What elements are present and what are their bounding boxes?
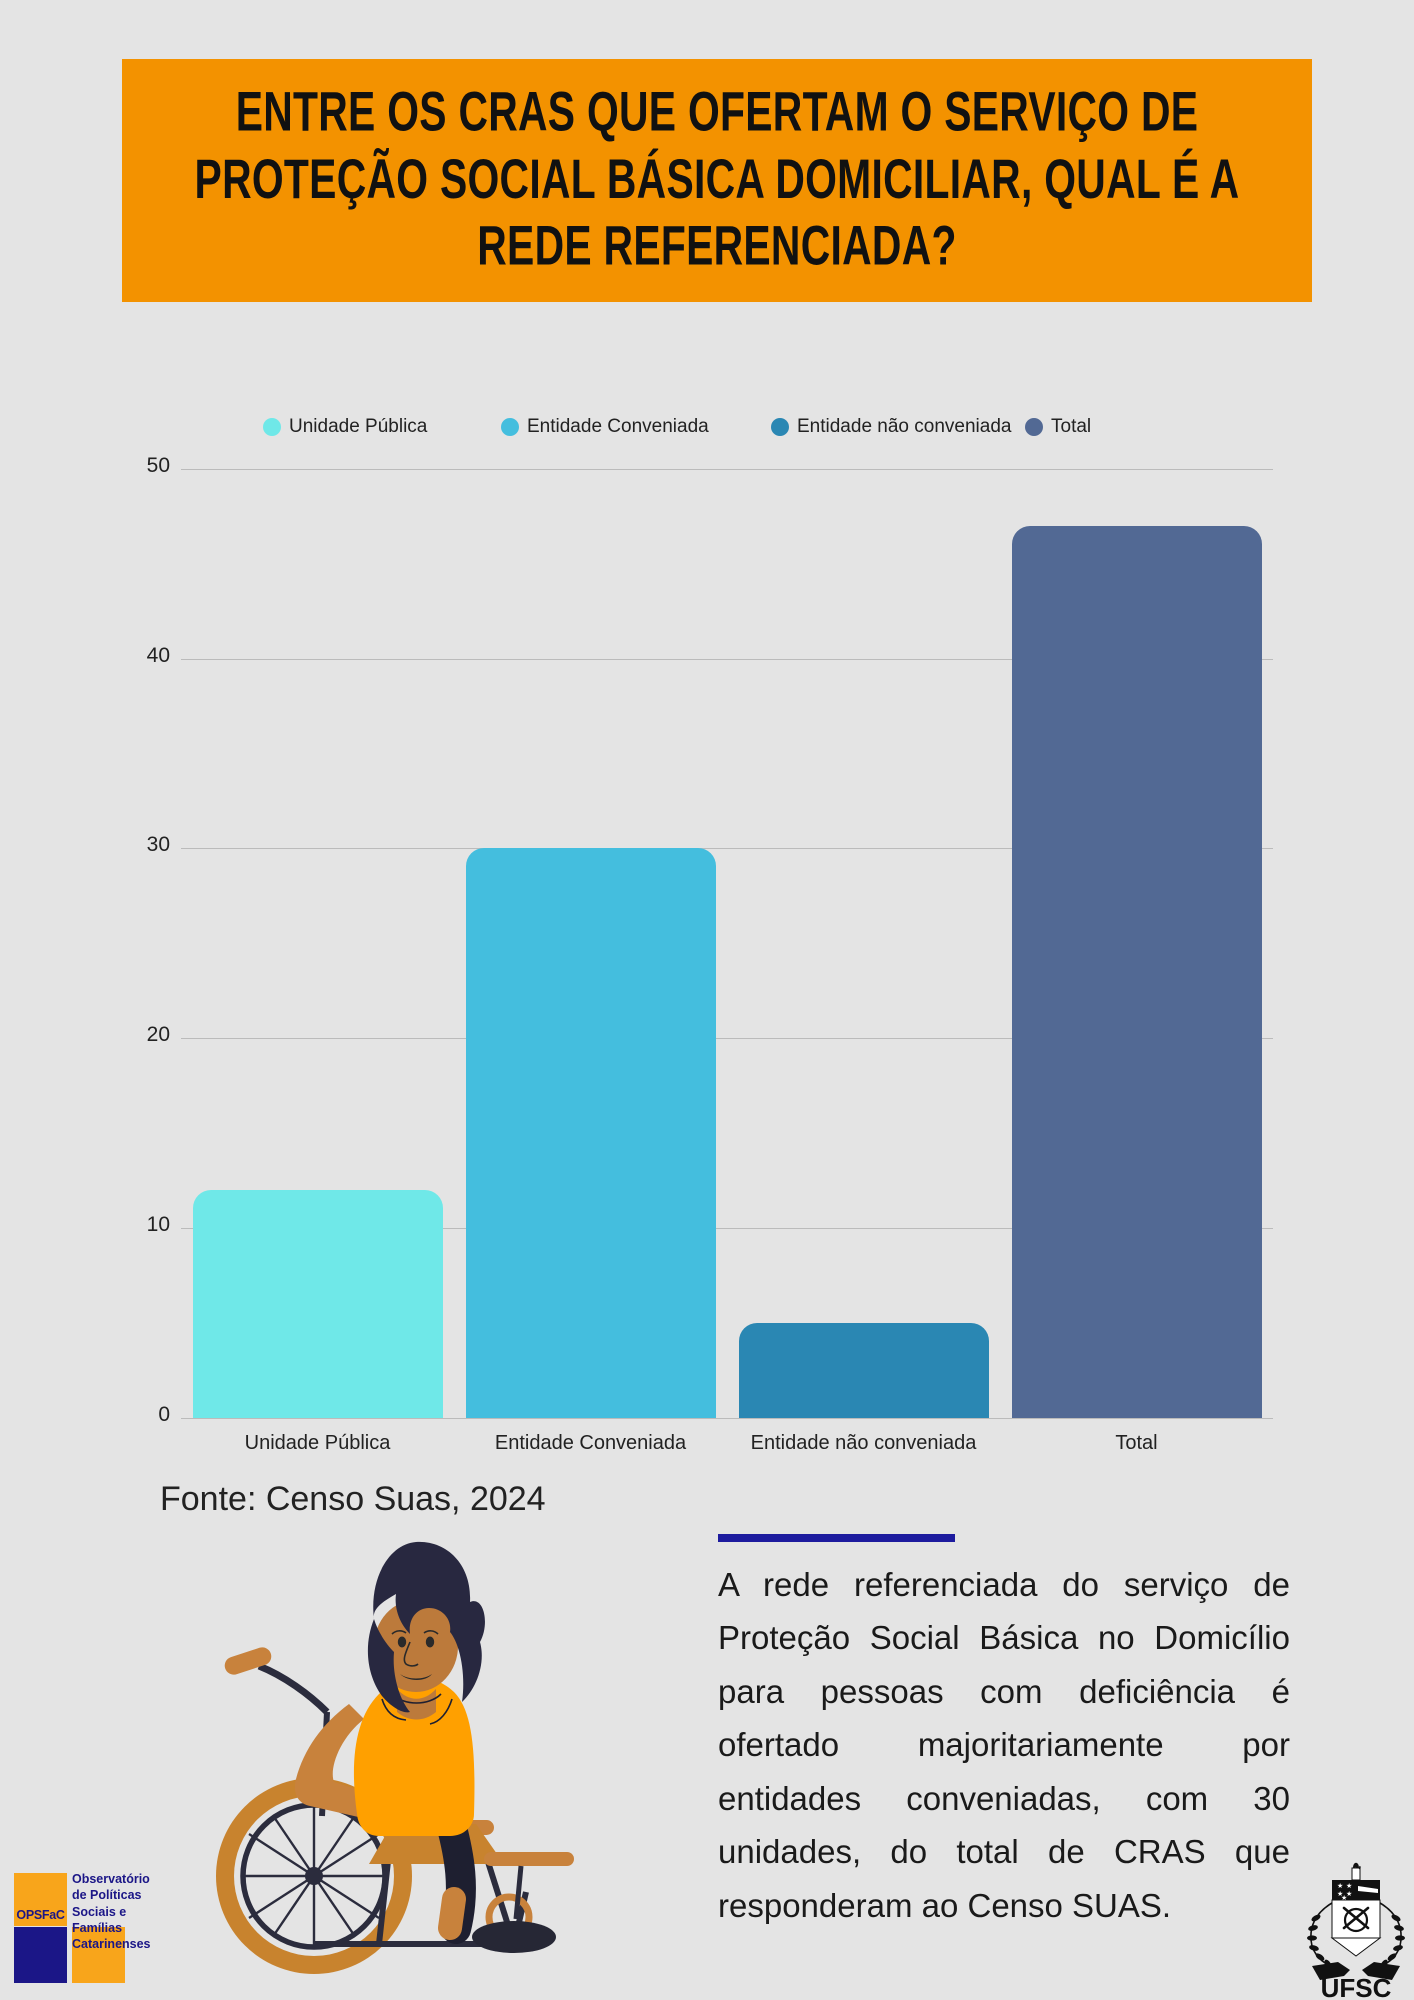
- svg-text:★: ★: [1337, 1882, 1343, 1890]
- svg-text:UFSC: UFSC: [1321, 1973, 1392, 2000]
- svg-text:★: ★: [1341, 1894, 1347, 1902]
- svg-text:★: ★: [1346, 1882, 1352, 1890]
